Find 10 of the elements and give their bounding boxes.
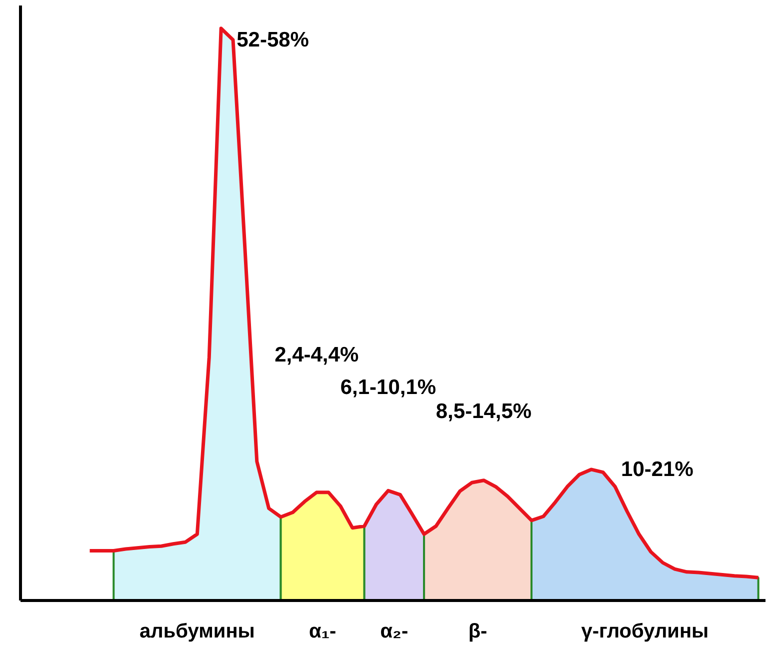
annotation: 6,1-10,1% [340,376,436,400]
annotation: 52-58% [236,28,310,52]
series-label: альбумины [140,620,255,642]
series-label: α₂- [380,620,408,642]
annotation: 10-21% [621,458,694,481]
annotation: 8,5-14,5% [436,400,532,424]
annotation: 2,4-4,4% [274,344,359,367]
series-label: γ-глобулины [581,620,709,642]
series-label: β- [468,620,488,642]
series-label: α₁- [308,620,336,642]
